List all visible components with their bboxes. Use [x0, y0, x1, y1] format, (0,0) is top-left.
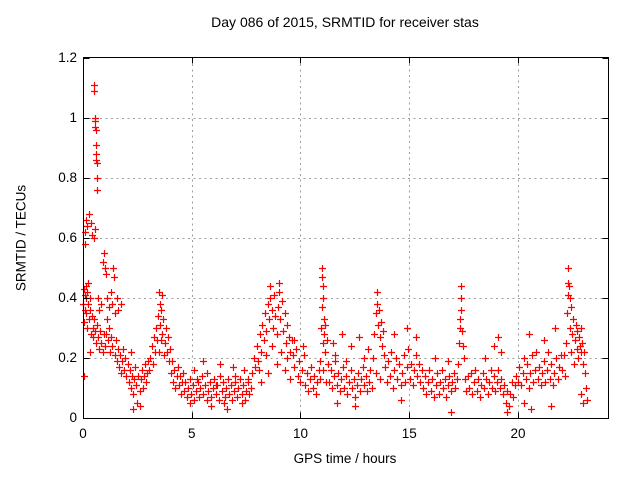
x-tick-label-15: 15 — [401, 426, 417, 441]
y-tick-label-0.2: 0.2 — [58, 350, 77, 365]
grid-lines — [83, 58, 609, 419]
y-tick-label-0: 0 — [69, 410, 77, 425]
axis-ticks — [83, 57, 609, 419]
y-tick-label-0.4: 0.4 — [58, 290, 77, 305]
scatter-points — [80, 82, 591, 416]
x-tick-label-20: 20 — [510, 426, 526, 441]
y-tick-label-1: 1 — [69, 110, 77, 125]
x-axis-label: GPS time / hours — [293, 451, 397, 466]
chart-title: Day 086 of 2015, SRMTID for receiver sta… — [211, 14, 479, 30]
x-tick-label-5: 5 — [187, 426, 196, 441]
x-tick-label-0: 0 — [79, 426, 87, 441]
y-tick-label-1.2: 1.2 — [58, 50, 77, 65]
y-tick-label-0.8: 0.8 — [58, 170, 77, 185]
y-tick-label-0.6: 0.6 — [58, 230, 77, 245]
x-tick-label-10: 10 — [292, 426, 308, 441]
